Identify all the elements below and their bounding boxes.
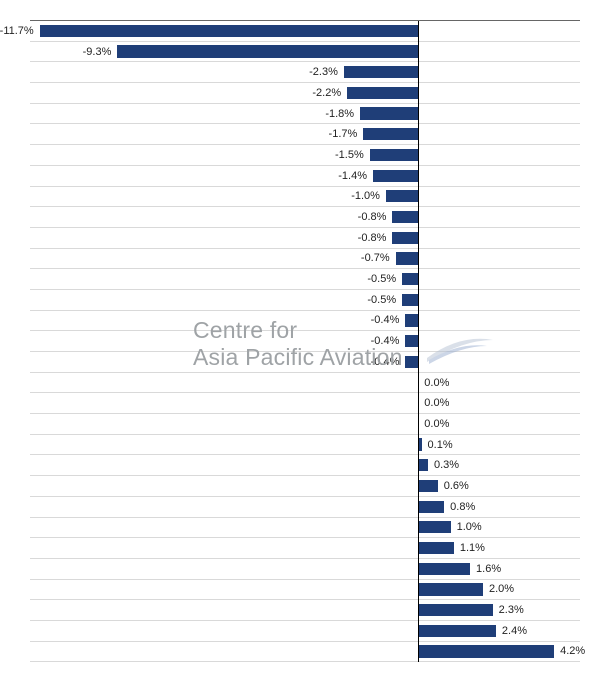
chart-row: 0.0%: [30, 393, 580, 414]
bar: [418, 645, 554, 657]
chart-row: 0.3%: [30, 455, 580, 476]
bar: [402, 294, 418, 306]
bar: [405, 356, 418, 368]
bar: [392, 211, 418, 223]
chart-row: -0.5%: [30, 269, 580, 290]
bar-value-label: -2.2%: [312, 87, 341, 99]
bar: [418, 480, 437, 492]
chart-row: -2.3%: [30, 62, 580, 83]
chart-row: -1.7%: [30, 124, 580, 145]
bar: [347, 87, 418, 99]
chart-rows: -11.7% -9.3% -2.3% -2.2% -1.8% -1.7% -1.5% -1.4…: [30, 21, 580, 662]
bar-value-label: 0.6%: [444, 480, 469, 492]
bar-value-label: 0.0%: [424, 397, 449, 409]
bar-value-label: -1.8%: [325, 108, 354, 120]
bar: [117, 45, 418, 57]
chart-row: -1.5%: [30, 145, 580, 166]
chart-row: 0.8%: [30, 497, 580, 518]
chart-row: -0.7%: [30, 249, 580, 270]
bar-value-label: 0.0%: [424, 418, 449, 430]
bar-value-label: -1.4%: [338, 170, 367, 182]
bar-value-label: 0.8%: [450, 501, 475, 513]
bar-value-label: 0.3%: [434, 459, 459, 471]
chart-row: -9.3%: [30, 42, 580, 63]
bar: [418, 501, 444, 513]
bar-value-label: 4.2%: [560, 645, 585, 657]
bar: [405, 314, 418, 326]
chart-row: -0.5%: [30, 290, 580, 311]
chart-row: 0.6%: [30, 476, 580, 497]
chart-row: 4.2%: [30, 642, 580, 663]
bar-value-label: 1.6%: [476, 563, 501, 575]
bar-value-label: -9.3%: [83, 46, 112, 58]
chart-row: 2.4%: [30, 621, 580, 642]
bar-value-label: -11.7%: [0, 25, 34, 37]
bar-value-label: -0.4%: [371, 314, 400, 326]
bar: [418, 625, 496, 637]
chart-row: 0.0%: [30, 414, 580, 435]
bar-value-label: -0.8%: [358, 232, 387, 244]
bar-value-label: -0.4%: [371, 356, 400, 368]
bar: [370, 149, 419, 161]
bar: [405, 335, 418, 347]
chart-row: 1.1%: [30, 538, 580, 559]
chart-row: -2.2%: [30, 83, 580, 104]
bar: [40, 25, 419, 37]
bar-value-label: -0.5%: [367, 273, 396, 285]
chart-row: 0.1%: [30, 435, 580, 456]
chart-row: 1.0%: [30, 518, 580, 539]
bar-value-label: 1.0%: [457, 521, 482, 533]
chart-row: 2.3%: [30, 600, 580, 621]
chart-row: -0.4%: [30, 311, 580, 332]
bar-value-label: -0.5%: [367, 294, 396, 306]
chart-row: 1.6%: [30, 559, 580, 580]
bar: [360, 107, 418, 119]
bar-value-label: -1.0%: [351, 190, 380, 202]
bar-value-label: 2.3%: [499, 604, 524, 616]
chart-row: -1.0%: [30, 187, 580, 208]
bar: [418, 583, 483, 595]
bar: [402, 273, 418, 285]
chart-row: -11.7%: [30, 21, 580, 42]
bar: [418, 459, 428, 471]
bar-value-label: -0.4%: [371, 335, 400, 347]
bar: [418, 542, 454, 554]
chart-row: -1.4%: [30, 166, 580, 187]
chart-row: 2.0%: [30, 580, 580, 601]
chart-row: -0.8%: [30, 228, 580, 249]
bar-value-label: -2.3%: [309, 66, 338, 78]
bar: [392, 232, 418, 244]
chart-row: -0.4%: [30, 331, 580, 352]
bar-value-label: -1.7%: [329, 128, 358, 140]
bar: [344, 66, 418, 78]
bar-value-label: -1.5%: [335, 149, 364, 161]
bar: [418, 604, 492, 616]
bar-value-label: 2.4%: [502, 625, 527, 637]
zero-axis-line: [418, 21, 419, 662]
bar: [396, 252, 419, 264]
bar-value-label: -0.7%: [361, 252, 390, 264]
bar: [363, 128, 418, 140]
bar: [373, 170, 418, 182]
bar-value-label: -0.8%: [358, 211, 387, 223]
bar-value-label: 0.0%: [424, 377, 449, 389]
chart-row: -1.8%: [30, 104, 580, 125]
bar-value-label: 0.1%: [428, 439, 453, 451]
chart-row: 0.0%: [30, 373, 580, 394]
chart-row: -0.4%: [30, 352, 580, 373]
bar-value-label: 2.0%: [489, 583, 514, 595]
bar-value-label: 1.1%: [460, 542, 485, 554]
chart-area: -11.7% -9.3% -2.3% -2.2% -1.8% -1.7% -1.5% -1.4…: [30, 20, 580, 662]
bar: [386, 190, 418, 202]
bar: [418, 521, 450, 533]
bar: [418, 563, 470, 575]
chart-row: -0.8%: [30, 207, 580, 228]
